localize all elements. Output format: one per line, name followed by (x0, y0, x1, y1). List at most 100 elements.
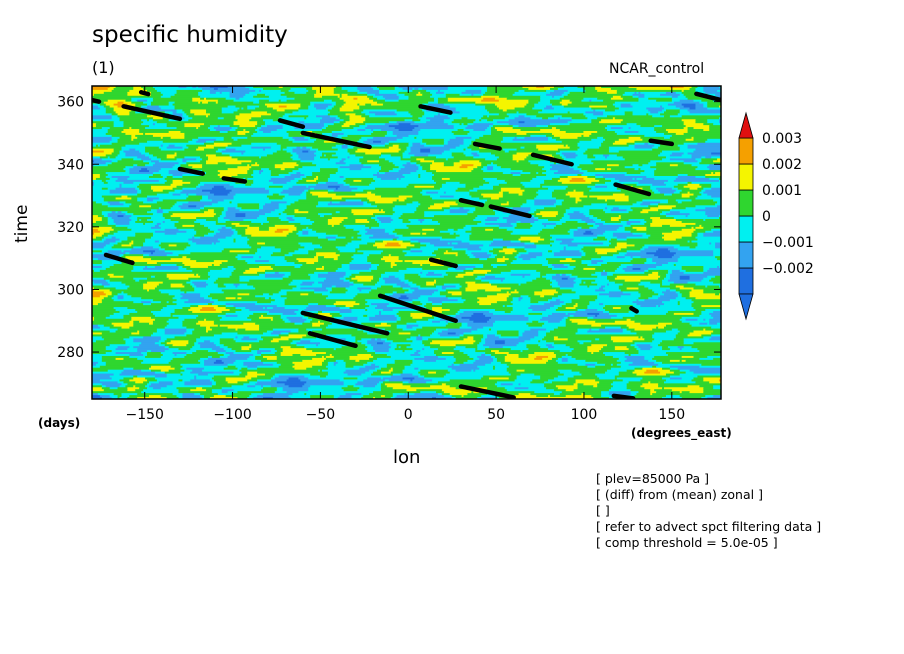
field-cell (465, 154, 474, 158)
field-cell (373, 129, 382, 132)
field-cell (186, 246, 252, 249)
field-cell (154, 230, 187, 234)
field-cell (239, 277, 284, 281)
field-cell (392, 132, 419, 136)
field-cell (284, 254, 294, 257)
field-cell (559, 136, 579, 140)
field-cell (569, 228, 579, 232)
field-cell (337, 258, 355, 261)
field-cell (259, 207, 264, 210)
field-cell (198, 320, 215, 324)
field-cell (412, 129, 421, 132)
field-cell (628, 136, 642, 140)
field-cell (518, 121, 526, 124)
field-cell (453, 132, 469, 136)
field-cell (235, 228, 246, 232)
field-cell (683, 86, 693, 89)
field-cell (314, 158, 329, 161)
field-cell (473, 312, 484, 316)
field-cell (691, 303, 721, 306)
field-cell (92, 127, 103, 130)
field-cell (192, 236, 195, 240)
field-cell (536, 175, 561, 179)
field-cell (705, 211, 721, 214)
field-cell (479, 303, 492, 306)
field-cell (150, 301, 162, 304)
field-cell (575, 307, 588, 310)
field-cell (658, 154, 671, 158)
field-cell (489, 111, 518, 114)
field-cell (614, 105, 622, 109)
field-cell (233, 232, 239, 236)
field-cell (561, 99, 571, 103)
field-cell (518, 342, 555, 345)
field-cell (304, 246, 323, 249)
field-cell (467, 117, 482, 120)
field-cell (327, 222, 341, 226)
field-cell (540, 129, 561, 132)
field-cell (628, 199, 643, 203)
field-cell (154, 87, 203, 91)
field-cell (312, 322, 325, 326)
field-cell (624, 158, 663, 161)
field-cell (546, 105, 553, 109)
field-cell (318, 181, 327, 185)
field-cell (579, 211, 590, 214)
field-cell (221, 262, 248, 265)
field-cell (384, 211, 396, 214)
field-cell (447, 142, 465, 146)
field-cell (247, 170, 254, 173)
field-cell (557, 283, 575, 287)
field-cell (675, 199, 693, 203)
field-cell (475, 101, 529, 105)
field-cell (410, 232, 421, 236)
field-cell (420, 246, 455, 249)
field-cell (384, 244, 402, 248)
field-cell (432, 172, 504, 175)
field-cell (599, 121, 622, 124)
field-cell (579, 297, 598, 300)
field-cell (278, 213, 282, 216)
field-cell (160, 91, 178, 95)
field-cell (565, 322, 579, 326)
field-cell (351, 334, 419, 337)
field-cell (640, 220, 647, 224)
field-cell (557, 211, 567, 214)
field-cell (695, 246, 716, 249)
field-cell (469, 191, 500, 195)
field-cell (551, 103, 563, 107)
field-cell (445, 320, 449, 324)
field-cell (318, 201, 331, 204)
field-cell (671, 97, 689, 101)
field-cell (491, 152, 518, 156)
field-cell (669, 115, 683, 118)
field-cell (259, 203, 266, 206)
field-cell (420, 275, 445, 279)
field-cell (288, 275, 311, 279)
field-cell (261, 314, 264, 318)
field-cell (95, 220, 109, 224)
field-cell (441, 236, 457, 240)
field-cell (481, 193, 504, 197)
field-cell (166, 156, 176, 159)
field-cell (133, 181, 166, 185)
field-cell (662, 232, 693, 236)
field-cell (213, 87, 219, 91)
field-cell (713, 199, 721, 203)
field-cell (553, 328, 579, 332)
field-cell (245, 328, 260, 332)
field-cell (349, 307, 366, 310)
field-cell (377, 101, 429, 105)
field-cell (384, 172, 412, 175)
field-cell (249, 314, 262, 318)
field-cell (341, 158, 347, 161)
field-cell (608, 148, 653, 152)
field-cell (457, 310, 465, 314)
field-cell (280, 332, 290, 336)
field-cell (97, 215, 105, 218)
field-cell (237, 109, 278, 113)
field-cell (329, 174, 374, 177)
field-cell (591, 260, 604, 263)
field-cell (606, 129, 655, 132)
field-cell (561, 305, 575, 308)
